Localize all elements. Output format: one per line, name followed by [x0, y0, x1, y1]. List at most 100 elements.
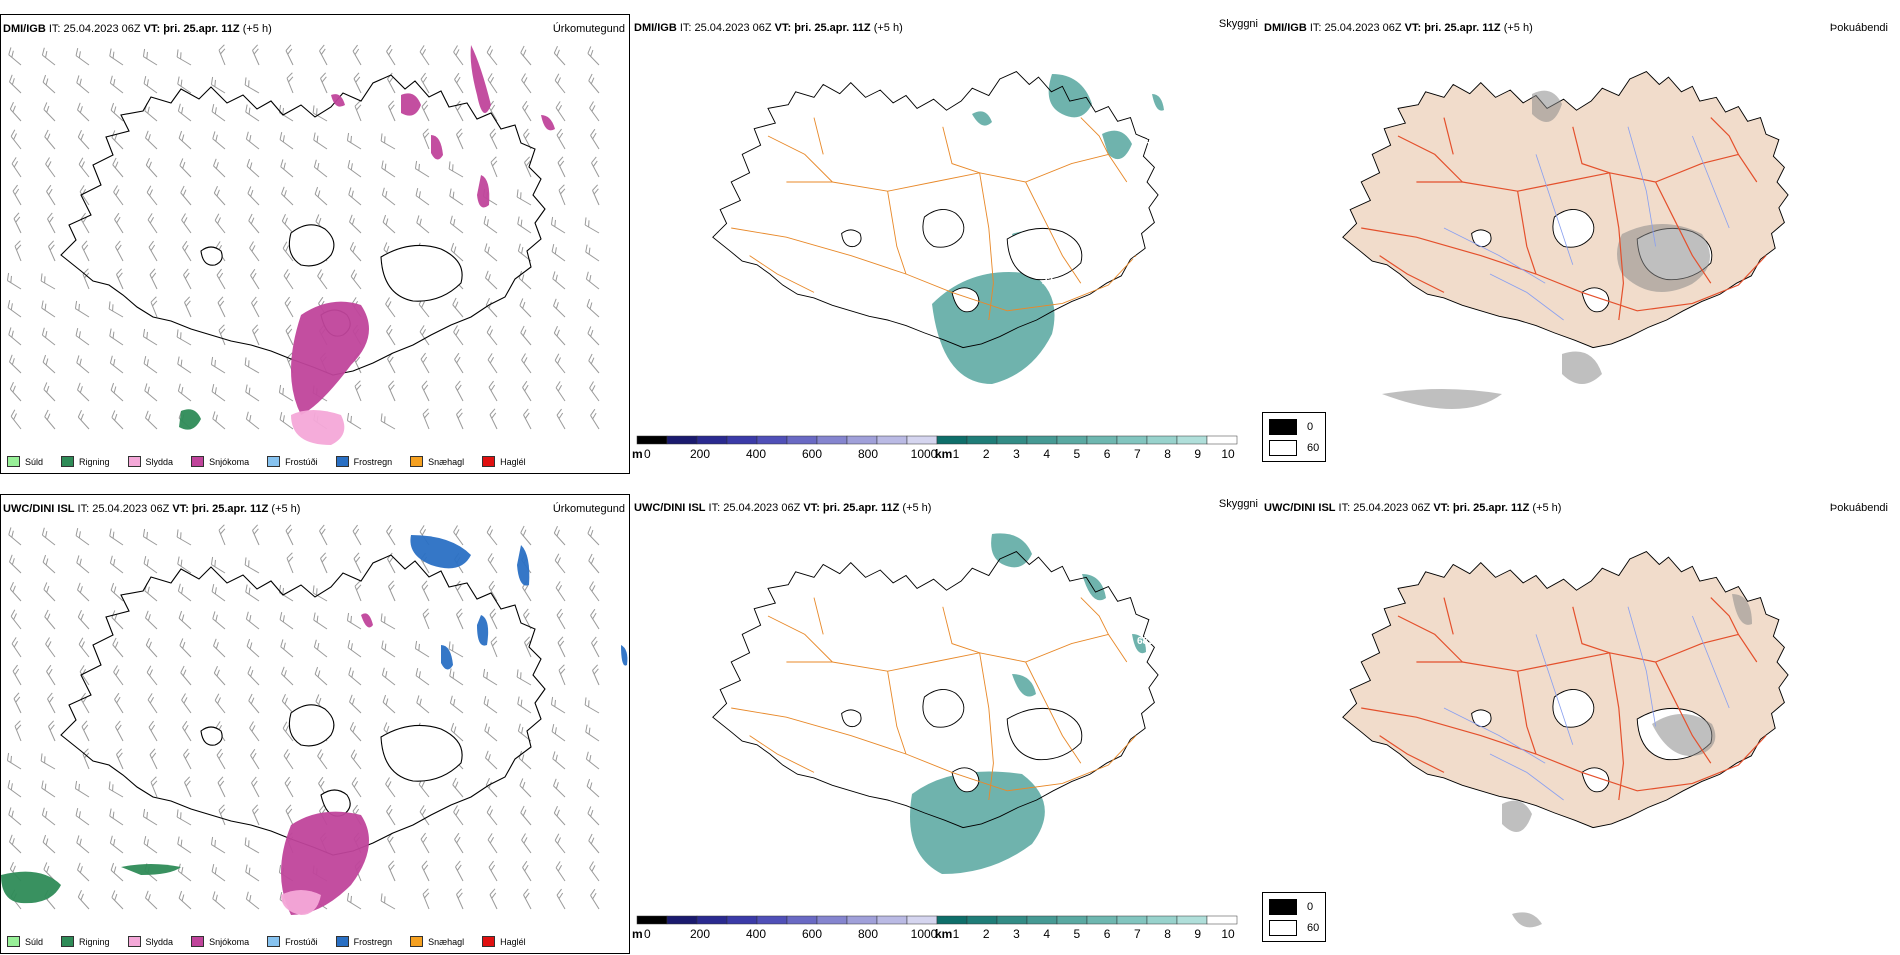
wind-barb [550, 696, 566, 714]
wind-barb [279, 132, 294, 150]
wind-barb [520, 45, 532, 66]
scale-swatch [876, 435, 908, 445]
wind-barb [523, 888, 532, 910]
wind-barb [46, 184, 56, 206]
wind-barb [180, 185, 192, 206]
wind-barb [116, 268, 124, 290]
glacier-outline [380, 724, 463, 782]
wind-barb [146, 665, 158, 686]
scale-tick-label: 4 [1043, 927, 1050, 941]
legend-label: Slydda [145, 936, 174, 947]
wind-barb [12, 664, 22, 686]
wind-barb [110, 582, 124, 602]
precip-type-panel-1: DMI/IGB IT: 25.04.2023 06Z VT: þri. 25.a… [0, 14, 630, 474]
panel-title: DMI/IGB IT: 25.04.2023 06Z VT: þri. 25.a… [3, 23, 272, 35]
wind-barb [386, 44, 396, 66]
glacier-outline [922, 209, 965, 248]
wind-barb [486, 525, 498, 546]
wind-barb [180, 665, 192, 686]
fog-area [1382, 389, 1502, 409]
road-line [1379, 255, 1445, 293]
wind-barb [143, 356, 158, 374]
scale-swatch [1026, 915, 1058, 925]
legend-label: Snjókoma [209, 936, 250, 947]
visibility-area [910, 771, 1045, 874]
wind-barb [281, 693, 294, 714]
wind-barb [351, 777, 362, 798]
wind-barb [250, 268, 260, 290]
river-line [1443, 707, 1546, 764]
scale-tick-label: 200 [690, 927, 710, 941]
wind-barb [584, 697, 600, 714]
wind-barb [148, 240, 158, 262]
wind-barb [313, 159, 328, 178]
wind-barb [585, 271, 600, 290]
scale-swatch [966, 915, 998, 925]
wind-barb [41, 780, 56, 798]
road-line [1361, 707, 1767, 792]
wind-barb [420, 72, 430, 94]
wind-barb [557, 636, 566, 658]
wind-barb [211, 104, 226, 122]
wind-barb [43, 582, 56, 602]
precip-legend: Súld Rigning Slydda Snjókoma Frostúði Frostre… [7, 936, 526, 947]
wind-barb [78, 157, 90, 178]
wind-barb [586, 298, 600, 318]
river-line [1489, 753, 1564, 801]
precip-area [401, 93, 421, 116]
wind-barb [114, 212, 124, 234]
wind-barb [487, 73, 498, 94]
road-line [767, 135, 833, 183]
legend-swatch [267, 936, 281, 947]
wind-barb [591, 636, 600, 658]
wind-barb [149, 748, 158, 770]
wind-barb [143, 836, 158, 854]
wind-barb [42, 354, 56, 374]
wind-barb [415, 188, 430, 206]
legend-swatch [191, 936, 205, 947]
wind-barb [210, 76, 226, 94]
legend-item: Rigning [61, 936, 110, 947]
wind-barb [218, 44, 226, 66]
fog-key-1: 0 60 [1262, 412, 1326, 462]
wind-barb [177, 556, 192, 574]
wind-barb [520, 525, 532, 546]
wind-barb [585, 724, 600, 742]
wind-barb [558, 664, 566, 686]
wind-barb [489, 608, 498, 630]
wind-barb [352, 44, 362, 66]
wind-barb [488, 580, 498, 602]
wind-barb [587, 526, 600, 546]
glacier-outline [200, 726, 223, 746]
glacier-outline [1581, 767, 1610, 793]
scale-tick-label: 3 [1013, 927, 1020, 941]
wind-barb [210, 836, 226, 854]
scale-swatch [1206, 435, 1238, 445]
visibility-value-label: 300 [1147, 136, 1164, 147]
wind-barb [419, 45, 430, 66]
wind-barb [449, 695, 464, 714]
wind-barb [13, 212, 22, 234]
wind-barb [554, 553, 566, 574]
wind-barb [312, 585, 328, 602]
precip-legend: Súld Rigning Slydda Snjókoma Frostúði Frostre… [7, 456, 526, 467]
legend-item: Slydda [127, 456, 173, 467]
wind-barb [179, 158, 192, 178]
wind-barb [145, 157, 158, 178]
legend-label: Haglél [500, 456, 526, 467]
wind-barb [245, 584, 260, 602]
wind-barb [416, 695, 430, 714]
wind-barb [281, 213, 294, 234]
wind-barb [381, 160, 396, 178]
wind-barb [453, 45, 464, 66]
river-line [1535, 634, 1574, 745]
wind-barb [150, 296, 158, 318]
road-line [1397, 135, 1463, 183]
road-line [1080, 597, 1128, 663]
wind-barb [523, 128, 532, 150]
wind-barb [111, 610, 124, 630]
wind-barb [80, 692, 90, 714]
glacier-outline [1006, 707, 1083, 761]
wind-barb [589, 101, 600, 122]
precip-area [477, 175, 490, 208]
